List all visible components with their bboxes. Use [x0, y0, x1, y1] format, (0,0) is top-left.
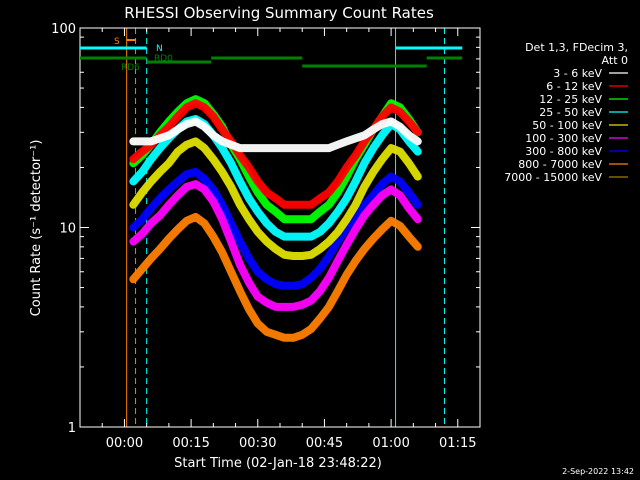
x-tick-label: 00:30	[239, 436, 276, 451]
legend-entry: 6 - 12 keV	[546, 80, 602, 93]
y-tick-label: 100	[51, 22, 76, 37]
x-tick-label: 01:15	[439, 436, 476, 451]
y-axis-label: Count Rate (s⁻¹ detector⁻¹)	[29, 140, 44, 317]
status-label-N: N	[156, 44, 163, 54]
footer-date: 2-Sep-2022 13:42	[562, 467, 634, 476]
x-axis: 00:00 00:15 00:30 00:45 01:00 01:15	[101, 28, 481, 451]
y-tick-label: 10	[59, 222, 76, 237]
legend-entry: 25 - 50 keV	[539, 106, 602, 119]
y-axis: 1 10 100	[51, 22, 480, 436]
legend-entry: 300 - 800 keV	[525, 145, 602, 158]
series-line-800-7000keV	[129, 212, 422, 342]
legend-entry: 3 - 6 keV	[553, 67, 602, 80]
status-label-RD0: RD0	[154, 54, 173, 64]
legend-entry: 100 - 300 keV	[525, 132, 602, 145]
legend-entry: 800 - 7000 keV	[518, 158, 602, 171]
legend-entry: 50 - 100 keV	[532, 119, 602, 132]
y-tick-label: 1	[68, 421, 76, 436]
plot-area	[126, 28, 445, 427]
legend-entry: 7000 - 15000 keV	[504, 171, 602, 184]
x-tick-label: 01:00	[372, 436, 409, 451]
legend-title-line-1: Det 1,3, FDecim 3,	[525, 41, 628, 54]
series-line-3-6keV	[129, 117, 422, 153]
status-label-RD6: RD6	[121, 63, 140, 73]
x-axis-label: Start Time (02-Jan-18 23:48:22)	[174, 456, 382, 471]
series-line-300-800keV	[129, 167, 422, 290]
chart-title: RHESSI Observing Summary Count Rates	[124, 4, 434, 22]
status-label-S: S	[114, 37, 120, 47]
legend-title-line-2: Att 0	[602, 54, 628, 67]
x-tick-label: 00:45	[306, 436, 343, 451]
legend-entry: 12 - 25 keV	[539, 93, 602, 106]
x-tick-label: 00:15	[172, 436, 209, 451]
x-tick-label: 00:00	[106, 436, 143, 451]
series-line-100-300keV	[129, 180, 422, 311]
series-line-50-100keV	[129, 137, 422, 260]
